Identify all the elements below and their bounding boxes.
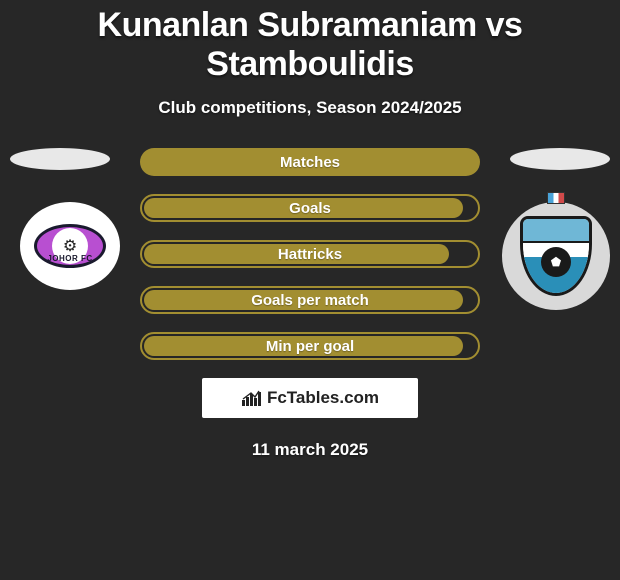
sabah-flag-icon: [547, 192, 565, 204]
stat-bar: Hattricks: [140, 240, 480, 268]
left-club-badge: ⚙ JOHOR FC: [20, 202, 120, 302]
bar-chart-icon: [241, 389, 263, 407]
right-country-flag: [510, 148, 610, 170]
right-club-badge: ⬟: [502, 202, 602, 302]
stat-bar-label: Hattricks: [278, 246, 342, 263]
sabah-shield-icon: ⬟: [520, 216, 592, 296]
stat-bar-label: Min per goal: [266, 338, 354, 355]
subtitle: Club competitions, Season 2024/2025: [0, 98, 620, 118]
comparison-panel: ⚙ JOHOR FC ⬟ Matches Goals Hattricks Goals …: [0, 148, 620, 460]
left-country-flag: [10, 148, 110, 170]
football-icon: ⬟: [541, 247, 571, 277]
stat-bar-label: Matches: [280, 154, 340, 171]
brand-label: FcTables.com: [267, 388, 379, 408]
date-label: 11 march 2025: [0, 440, 620, 460]
stat-bars: Matches Goals Hattricks Goals per match Min …: [140, 148, 480, 360]
brand-watermark: FcTables.com: [202, 378, 418, 418]
stat-bar: Goals per match: [140, 286, 480, 314]
stat-bar-label: Goals: [289, 200, 331, 217]
page-title: Kunanlan Subramaniam vs Stamboulidis: [0, 0, 620, 84]
johor-badge-icon: ⚙ JOHOR FC: [34, 224, 106, 268]
stat-bar-label: Goals per match: [251, 292, 369, 309]
stat-bar: Min per goal: [140, 332, 480, 360]
stat-bar: Goals: [140, 194, 480, 222]
left-club-label: JOHOR FC: [37, 254, 103, 263]
stat-bar: Matches: [140, 148, 480, 176]
